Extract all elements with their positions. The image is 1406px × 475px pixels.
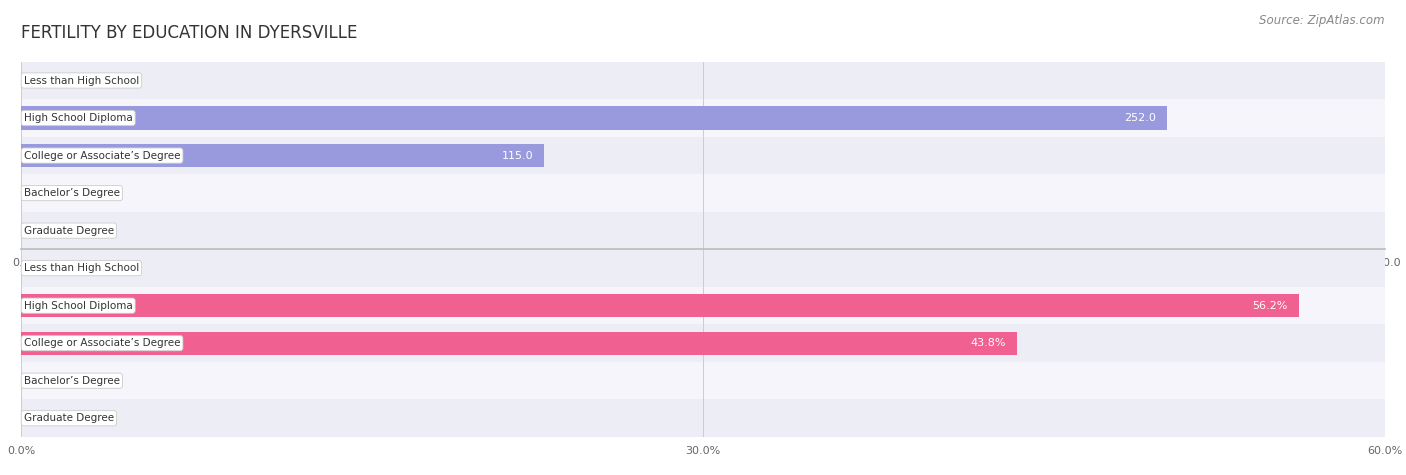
Text: High School Diploma: High School Diploma [24,113,132,123]
Bar [21,144,544,167]
Bar [21,294,1299,317]
Text: 0.0: 0.0 [28,76,45,86]
Text: 115.0: 115.0 [502,151,533,161]
Text: 0.0%: 0.0% [28,263,56,273]
Bar [21,106,1167,130]
Text: Graduate Degree: Graduate Degree [24,413,114,423]
Text: Graduate Degree: Graduate Degree [24,226,114,236]
Text: 252.0: 252.0 [1123,113,1156,123]
Text: FERTILITY BY EDUCATION IN DYERSVILLE: FERTILITY BY EDUCATION IN DYERSVILLE [21,24,357,42]
Text: Less than High School: Less than High School [24,263,139,273]
Text: 0.0: 0.0 [28,188,45,198]
Text: 43.8%: 43.8% [970,338,1005,348]
Text: 0.0%: 0.0% [28,413,56,423]
Text: Bachelor’s Degree: Bachelor’s Degree [24,188,120,198]
Bar [21,137,1385,174]
Bar [21,62,1385,99]
Text: College or Associate’s Degree: College or Associate’s Degree [24,338,180,348]
Bar [21,174,1385,212]
Text: 0.0%: 0.0% [28,376,56,386]
Text: 0.0: 0.0 [28,226,45,236]
Bar [21,99,1385,137]
Text: High School Diploma: High School Diploma [24,301,132,311]
Bar [21,249,1385,287]
Bar [21,399,1385,437]
Text: Less than High School: Less than High School [24,76,139,86]
Text: Bachelor’s Degree: Bachelor’s Degree [24,376,120,386]
Bar [21,332,1017,355]
Text: Source: ZipAtlas.com: Source: ZipAtlas.com [1260,14,1385,27]
Bar [21,287,1385,324]
Bar [21,324,1385,362]
Text: College or Associate’s Degree: College or Associate’s Degree [24,151,180,161]
Bar [21,212,1385,249]
Text: 56.2%: 56.2% [1253,301,1288,311]
Bar [21,362,1385,399]
